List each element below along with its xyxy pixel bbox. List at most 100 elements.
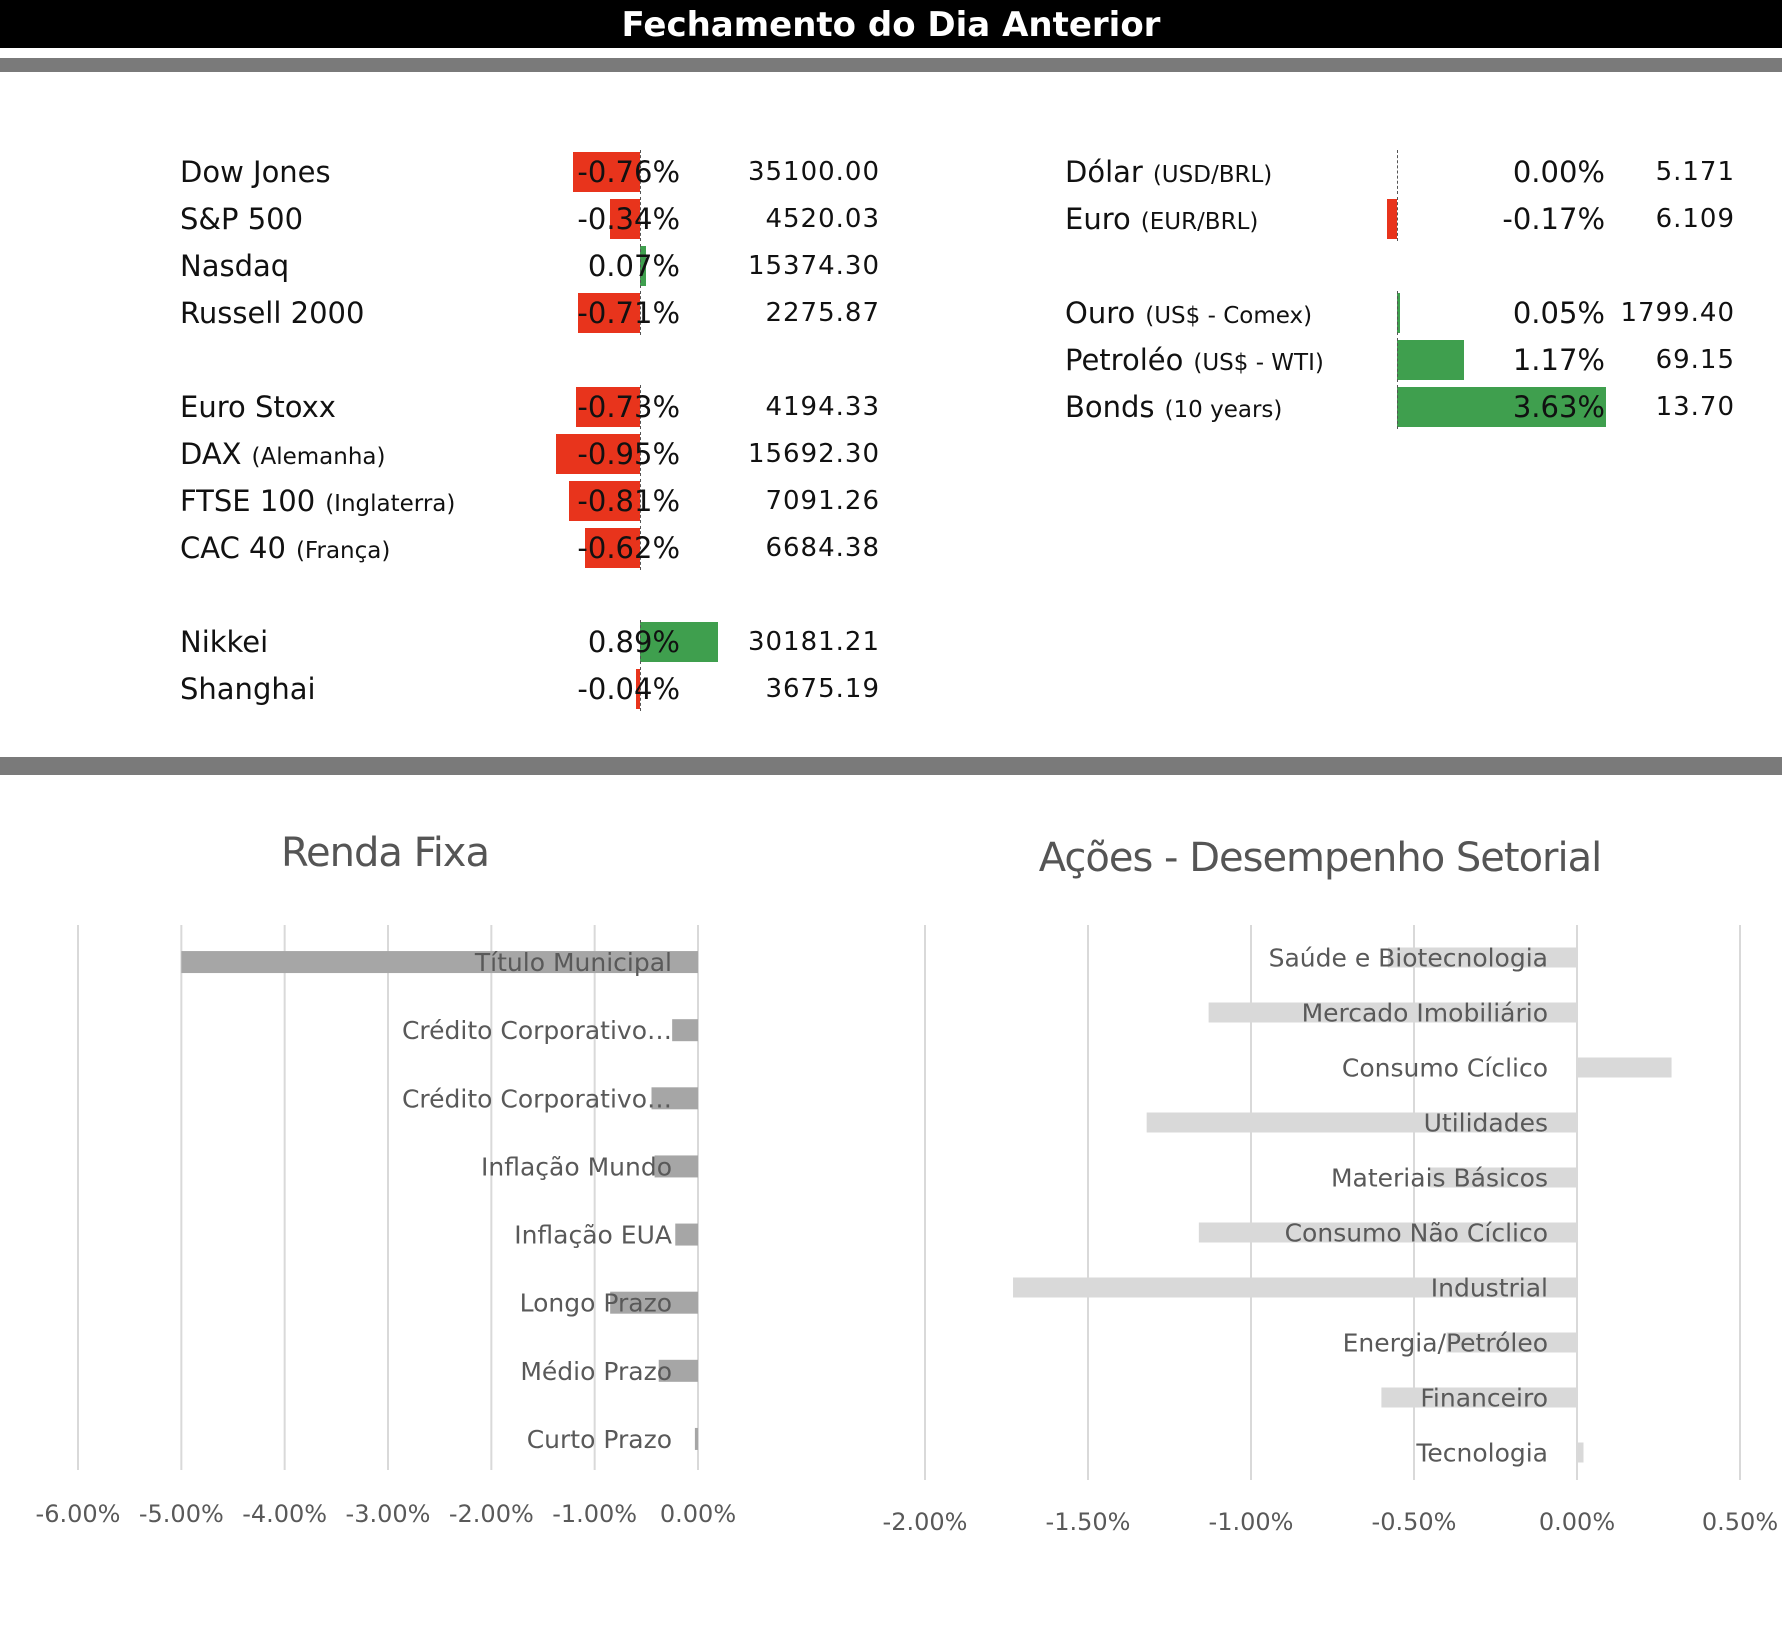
market-name: S&P 500: [180, 197, 303, 241]
market-row: S&P 500 -0.34% 4520.03: [180, 197, 900, 241]
bar: [1381, 1387, 1577, 1408]
zero-line: [1397, 338, 1398, 382]
category-label: Financeiro: [1420, 1384, 1548, 1413]
market-name: Euro (EUR/BRL): [1065, 197, 1258, 244]
market-value: 7091.26: [765, 486, 880, 516]
zero-line: [640, 150, 641, 194]
bar: [1446, 1332, 1577, 1353]
markets-panel: Dow Jones -0.76% 35100.00 S&P 500 -0.34% 4520…: [0, 0, 1788, 757]
change-bar: [1397, 340, 1465, 380]
category-label: Crédito Corporativo…: [402, 1084, 672, 1113]
category-label: Energia/Petróleo: [1343, 1329, 1548, 1358]
market-row: Ouro (US$ - Comex) 0.05% 1799.40: [1065, 291, 1765, 335]
change-pct: -0.17%: [1502, 202, 1605, 236]
market-row: Dólar (USD/BRL) 0.00% 5.171: [1065, 150, 1765, 194]
category-label: Consumo Não Cíclico: [1285, 1219, 1548, 1248]
category-label: Longo Prazo: [520, 1289, 672, 1318]
x-tick-label: -3.00%: [346, 1500, 431, 1528]
zero-line: [640, 432, 641, 476]
market-name: Ouro (US$ - Comex): [1065, 291, 1312, 338]
change-pct: -0.73%: [577, 390, 680, 424]
zero-line: [1397, 150, 1398, 194]
bar: [1430, 1167, 1577, 1188]
bar: [1013, 1277, 1577, 1298]
market-name-text: Dólar: [1065, 155, 1143, 189]
change-pct: 0.05%: [1512, 296, 1605, 330]
market-name: Petroléo (US$ - WTI): [1065, 338, 1324, 385]
market-row: FTSE 100 (Inglaterra) -0.81% 7091.26: [180, 479, 900, 523]
market-value: 2275.87: [765, 298, 880, 328]
market-value: 69.15: [1655, 345, 1735, 375]
market-name-text: Nikkei: [180, 625, 269, 659]
x-tick-label: -1.50%: [1046, 1508, 1131, 1536]
bar: [610, 1291, 698, 1314]
market-name-sub: (Inglaterra): [325, 491, 456, 517]
market-value: 6.109: [1655, 204, 1735, 234]
category-label: Utilidades: [1424, 1109, 1548, 1138]
change-pct: -0.76%: [577, 155, 680, 189]
bar: [651, 1087, 698, 1110]
change-pct: 0.89%: [587, 625, 680, 659]
market-name: Nikkei: [180, 620, 268, 664]
change-pct: -0.81%: [577, 484, 680, 518]
market-name-sub: (US$ - WTI): [1193, 350, 1324, 376]
market-row: Shanghai -0.04% 3675.19: [180, 667, 900, 711]
market-name-text: FTSE 100: [180, 484, 316, 518]
change-pct: -0.71%: [577, 296, 680, 330]
market-name-sub: (10 years): [1164, 397, 1283, 423]
page-header: Fechamento do Dia Anterior: [0, 0, 1782, 48]
bar: [1577, 1442, 1584, 1463]
zero-line: [640, 385, 641, 429]
change-pct: 0.07%: [587, 249, 680, 283]
change-bar: [1397, 387, 1606, 427]
market-name-text: Dow Jones: [180, 155, 331, 189]
change-bar: [640, 622, 719, 662]
market-name: Dow Jones: [180, 150, 331, 194]
market-value: 15692.30: [747, 439, 880, 469]
market-row: CAC 40 (França) -0.62% 6684.38: [180, 526, 900, 570]
market-name-sub: (USD/BRL): [1152, 162, 1273, 188]
change-bar: [577, 293, 640, 333]
market-name-text: DAX: [180, 437, 242, 471]
market-row: Dow Jones -0.76% 35100.00: [180, 150, 900, 194]
zero-line: [640, 667, 641, 711]
bar: [658, 1359, 698, 1382]
zero-line: [640, 620, 641, 664]
category-label: Mercado Imobiliário: [1302, 999, 1548, 1028]
change-pct: -0.04%: [577, 672, 680, 706]
x-tick-label: 0.50%: [1702, 1508, 1778, 1536]
zero-line: [1397, 291, 1398, 335]
middle-divider: [0, 757, 1782, 775]
bar: [1208, 1002, 1577, 1023]
change-bar: [640, 246, 647, 286]
market-row: DAX (Alemanha) -0.95% 15692.30: [180, 432, 900, 476]
category-label: Inflação Mundo: [481, 1152, 672, 1181]
market-row: Euro (EUR/BRL) -0.17% 6.109: [1065, 197, 1765, 241]
market-name-text: Euro Stoxx: [180, 390, 336, 424]
bar: [675, 1223, 698, 1246]
category-label: Tecnologia: [1415, 1439, 1548, 1468]
bar: [1146, 1112, 1577, 1133]
bar: [654, 1155, 698, 1178]
category-label: Médio Prazo: [520, 1357, 672, 1386]
market-row: Nikkei 0.89% 30181.21: [180, 620, 900, 664]
renda-fixa-chart: -6.00% -5.00% -4.00% -3.00% -2.00% -1.00% 0.00…: [36, 925, 736, 1528]
market-name: DAX (Alemanha): [180, 432, 386, 479]
market-value: 3675.19: [765, 674, 880, 704]
x-tick-label: 0.00%: [1539, 1508, 1615, 1536]
market-name: CAC 40 (França): [180, 526, 390, 573]
bar: [672, 1019, 698, 1042]
change-bar: [575, 387, 640, 427]
change-bar: [610, 199, 640, 239]
market-value: 35100.00: [747, 157, 880, 187]
market-name: Nasdaq: [180, 244, 289, 288]
market-name: Dólar (USD/BRL): [1065, 150, 1272, 197]
market-name-text: Nasdaq: [180, 249, 290, 283]
change-bar: [585, 528, 640, 568]
bar: [694, 1427, 698, 1450]
market-row: Petroléo (US$ - WTI) 1.17% 69.15: [1065, 338, 1765, 382]
market-row: Nasdaq 0.07% 15374.30: [180, 244, 900, 288]
market-row: Euro Stoxx -0.73% 4194.33: [180, 385, 900, 429]
market-name: Shanghai: [180, 667, 316, 711]
change-bar: [556, 434, 640, 474]
